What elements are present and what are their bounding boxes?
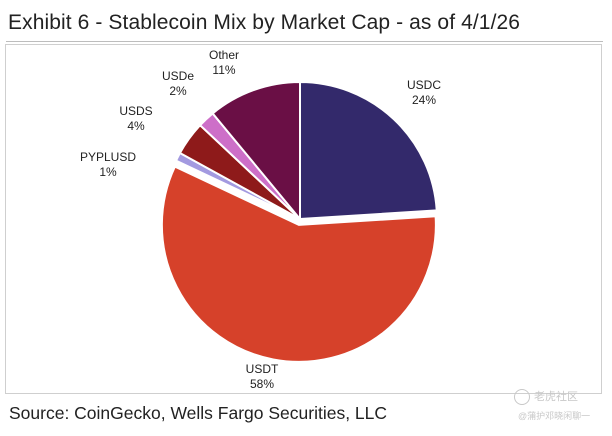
slice-value-usds: 4% <box>127 119 145 133</box>
watermark-line-2: @蒲护邓晓闲聊一 <box>518 411 591 421</box>
pie-slice-usdc <box>299 80 438 221</box>
slice-label-usdt: USDT <box>246 362 279 376</box>
pie-slice-usdt <box>160 165 437 363</box>
watermark-logo-icon <box>514 389 530 405</box>
slice-label-pyplusd: PYPLUSD <box>80 150 136 164</box>
slice-value-other: 11% <box>212 63 235 77</box>
slice-value-usdc: 24% <box>412 93 436 107</box>
slice-label-usds: USDS <box>119 104 152 118</box>
slice-label-usdc: USDC <box>407 78 441 92</box>
source-note: Source: CoinGecko, Wells Fargo Securitie… <box>9 403 388 423</box>
slice-value-usde: 2% <box>169 84 187 98</box>
title-divider <box>6 41 603 42</box>
slice-value-pyplusd: 1% <box>99 165 117 179</box>
pie-slice-other <box>211 80 301 222</box>
slice-label-other: Other <box>209 48 239 62</box>
chart-panel: USDC 24% USDT 58% PYPLUSD 1% USDS 4% USDe 2% Other… <box>5 44 602 394</box>
chart-title: Exhibit 6 - Stablecoin Mix by Market Cap… <box>8 11 521 34</box>
slice-label-usde: USDe <box>162 69 194 83</box>
watermark-line-1: 老虎社区 <box>534 391 578 403</box>
watermark: 老虎社区 @蒲护邓晓闲聊一 <box>514 388 606 432</box>
slice-value-usdt: 58% <box>250 377 274 391</box>
